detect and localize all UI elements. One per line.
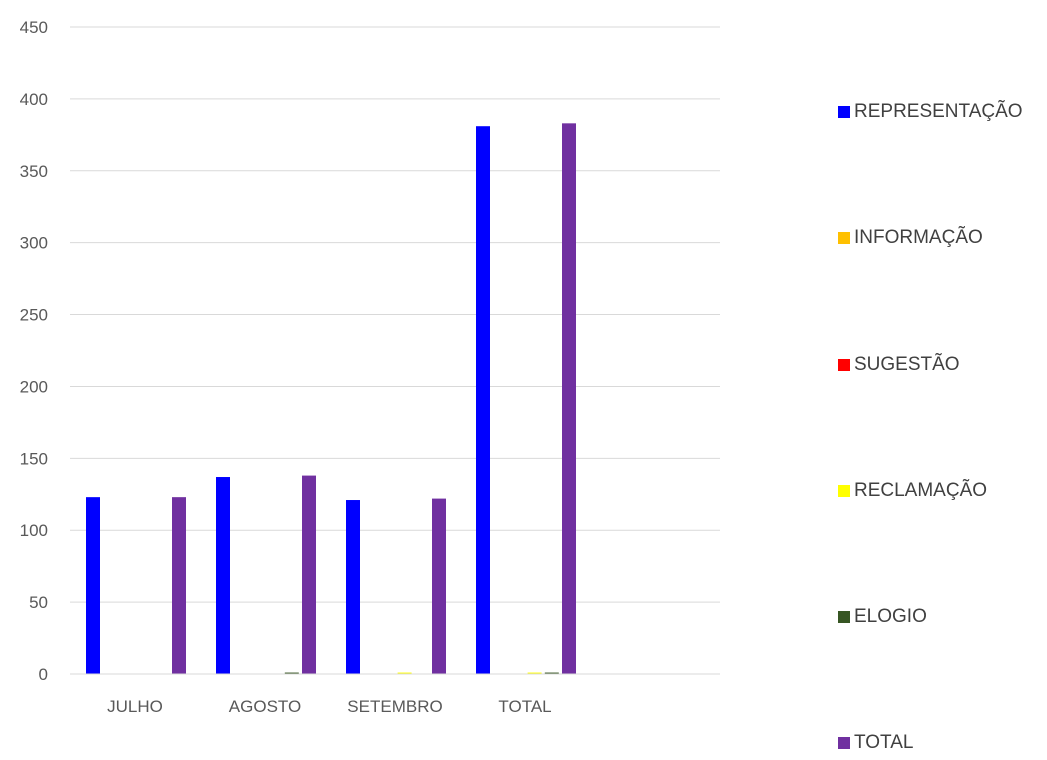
y-tick-label: 350	[20, 162, 48, 181]
legend-label: RECLAMAÇÃO	[854, 480, 988, 501]
x-axis-categories: JULHO AGOSTO SETEMBRO TOTAL	[107, 697, 551, 716]
legend-label: REPRESENTAÇÃO	[854, 101, 1023, 122]
legend-swatch	[838, 737, 850, 749]
y-tick-label: 150	[20, 449, 48, 468]
bar	[397, 672, 412, 674]
x-category-label: AGOSTO	[229, 697, 301, 716]
y-tick-label: 200	[20, 377, 48, 396]
bar	[172, 497, 186, 674]
legend-item: REPRESENTAÇÃO	[838, 101, 1023, 123]
y-tick-label: 450	[20, 18, 48, 37]
y-tick-label: 400	[20, 90, 48, 109]
legend-swatch	[838, 611, 850, 623]
legend-swatch	[838, 359, 850, 371]
bar	[86, 497, 100, 674]
y-tick-label: 300	[20, 234, 48, 253]
legend-swatch	[838, 485, 850, 497]
bar	[432, 498, 446, 674]
legend-item: TOTAL	[838, 732, 913, 754]
legend-item: ELOGIO	[838, 606, 927, 628]
legend-item: SUGESTÃO	[838, 354, 960, 376]
bar	[346, 500, 360, 674]
legend-label: INFORMAÇÃO	[854, 227, 983, 248]
legend-label: SUGESTÃO	[854, 354, 960, 375]
bars	[86, 123, 576, 674]
legend-swatch	[838, 232, 850, 244]
bar	[476, 126, 490, 674]
bar	[544, 672, 559, 674]
legend-label: ELOGIO	[854, 606, 927, 627]
y-tick-label: 0	[39, 665, 48, 684]
legend-item: RECLAMAÇÃO	[838, 480, 987, 502]
y-axis-ticks: 0 50 100 150 200 250 300 350 400 450	[20, 18, 48, 684]
bar	[527, 672, 542, 674]
y-tick-label: 250	[20, 306, 48, 325]
legend-label: TOTAL	[854, 732, 914, 753]
y-tick-label: 100	[20, 521, 48, 540]
legend-item: INFORMAÇÃO	[838, 227, 983, 249]
gridlines	[70, 26, 720, 675]
bar-chart: 0 50 100 150 200 250 300 350 400 450 JULHO AGOSTO S…	[20, 18, 720, 716]
legend-swatch	[838, 106, 850, 118]
bar	[216, 477, 230, 674]
bar	[284, 672, 299, 674]
x-category-label: TOTAL	[498, 697, 551, 716]
y-tick-label: 50	[29, 593, 48, 612]
legend: REPRESENTAÇÃO INFORMAÇÃO SUGESTÃO RECLAMAÇÃ…	[838, 0, 1047, 760]
x-category-label: SETEMBRO	[347, 697, 442, 716]
bar	[302, 475, 316, 674]
x-category-label: JULHO	[107, 697, 163, 716]
bar	[562, 123, 576, 674]
